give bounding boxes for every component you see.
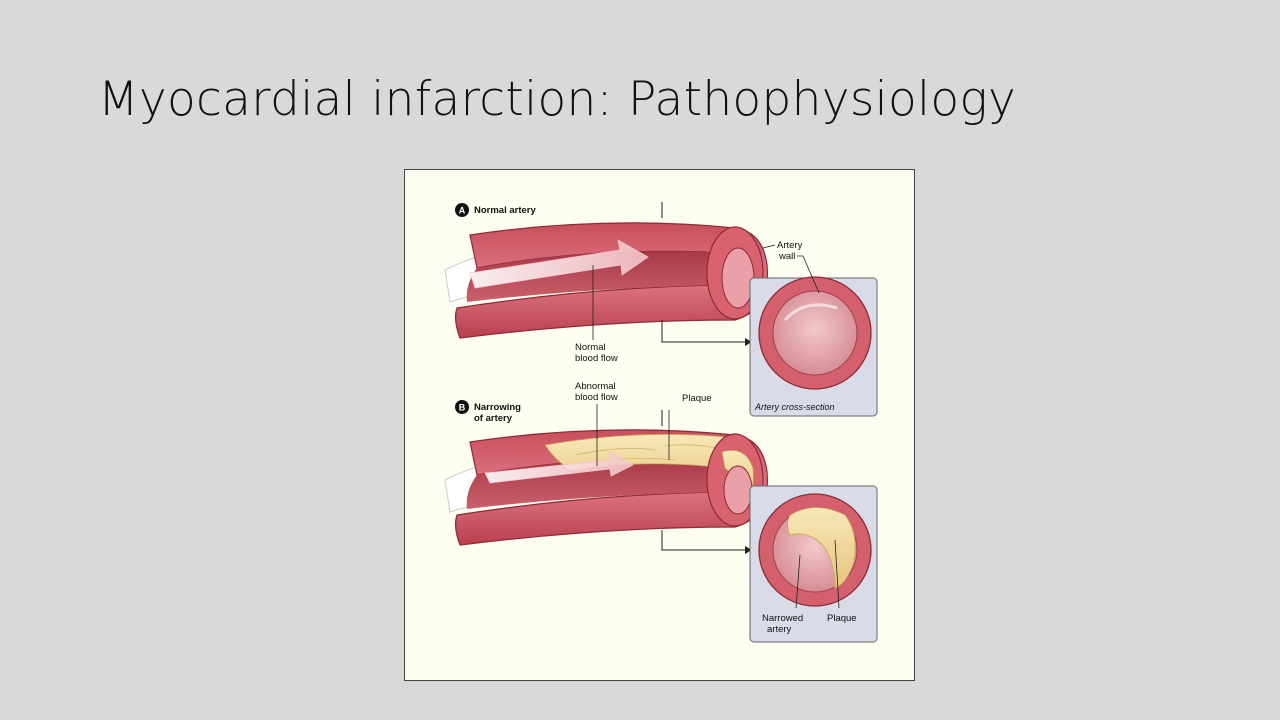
plaque-cross-section (787, 507, 856, 589)
label-normal-flow-line1: Normal (575, 342, 606, 353)
label-normal-flow-line2: blood flow (575, 353, 618, 364)
panel-b-title-line2: of artery (474, 413, 513, 424)
panel-a-letter: A (459, 206, 466, 216)
label-abnormal-flow-line1: Abnormal (575, 381, 616, 392)
panel-b-title-line1: Narrowing (474, 402, 521, 413)
label-abnormal-flow-line2: blood flow (575, 392, 618, 403)
panel-b-letter: B (459, 403, 466, 413)
slide-title: Myocardial infarction: Pathophysiology (98, 72, 1017, 127)
narrowed-artery-illustration (444, 429, 768, 546)
panel-b-badge (455, 400, 469, 414)
panel-a-badge (455, 203, 469, 217)
panel-a-title: Normal artery (474, 205, 536, 216)
label-narrowed-line1: Narrowed (762, 613, 803, 624)
label-artery-wall-line1: Artery (777, 240, 803, 251)
label-plaque-cross-section: Plaque (827, 613, 857, 624)
label-plaque: Plaque (682, 393, 712, 404)
panel-a: A Normal artery Artery wall Normal blood… (444, 202, 878, 417)
label-artery-cross-section: Artery cross-section (754, 402, 835, 412)
artery-illustration: A Normal artery Artery wall Normal blood… (404, 169, 915, 681)
label-artery-wall-line2: wall (778, 251, 795, 262)
panel-b: B Narrowing of artery Abnormal blood flo… (444, 381, 878, 643)
label-narrowed-line2: artery (767, 624, 792, 635)
normal-artery-illustration (444, 222, 768, 339)
